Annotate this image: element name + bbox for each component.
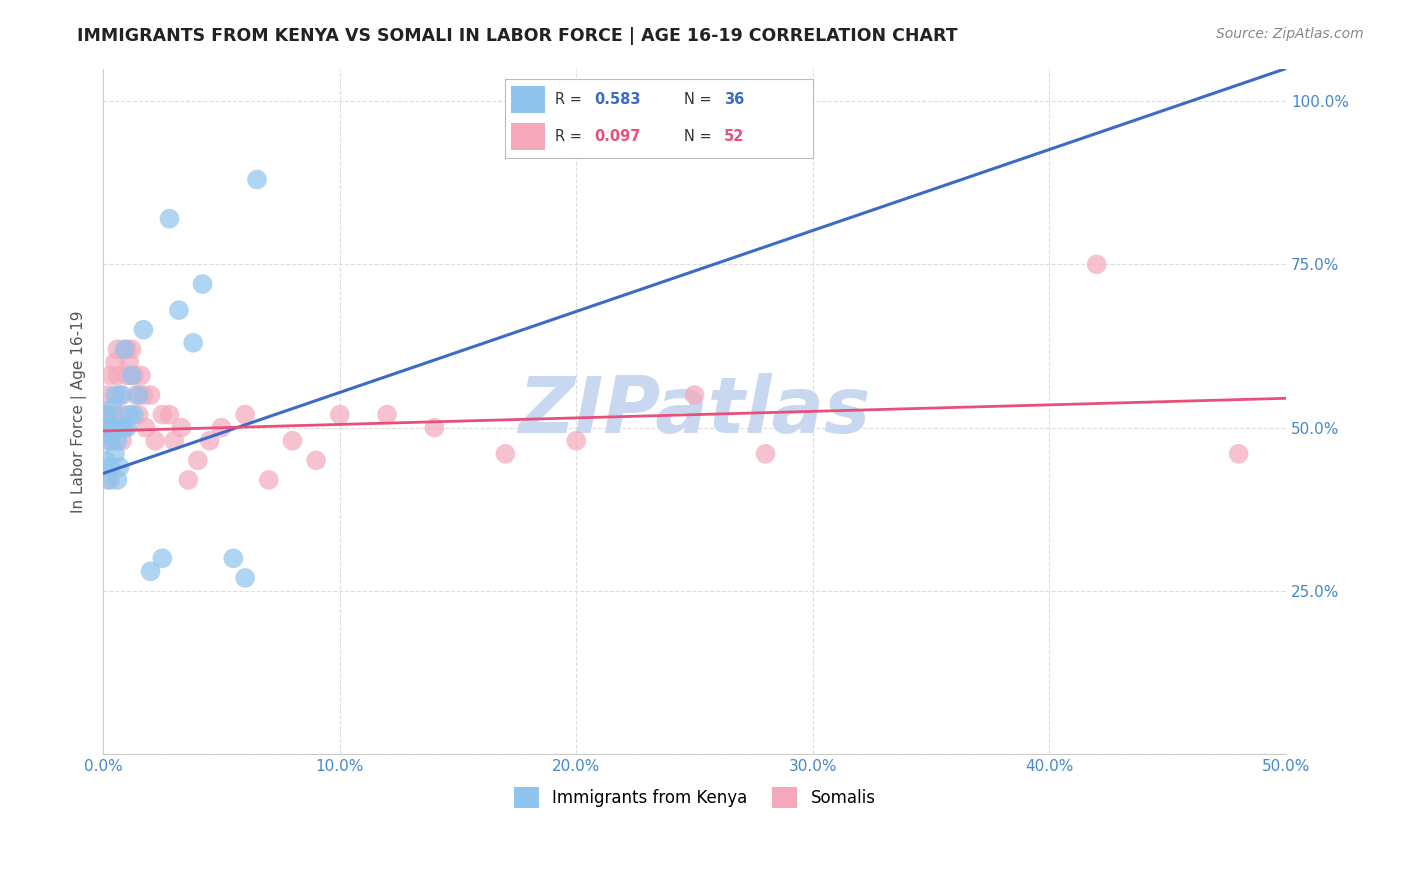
Point	[257, 473, 280, 487]
Point	[98, 420, 121, 434]
Point	[177, 473, 200, 487]
Point	[159, 211, 181, 226]
Point	[150, 551, 173, 566]
Point	[107, 473, 129, 487]
Point	[139, 388, 162, 402]
Point	[107, 420, 129, 434]
Point	[101, 420, 124, 434]
Point	[104, 388, 127, 402]
Point	[118, 408, 141, 422]
Point	[98, 473, 121, 487]
Point	[114, 343, 136, 357]
Point	[246, 172, 269, 186]
Point	[163, 434, 186, 448]
Y-axis label: In Labor Force | Age 16-19: In Labor Force | Age 16-19	[72, 310, 87, 513]
Point	[104, 408, 127, 422]
Point	[108, 420, 131, 434]
Point	[104, 447, 127, 461]
Point	[104, 355, 127, 369]
Point	[111, 408, 134, 422]
Point	[115, 420, 138, 434]
Point	[128, 408, 150, 422]
Point	[98, 368, 121, 383]
Point	[104, 420, 127, 434]
Point	[233, 571, 256, 585]
Point	[97, 420, 120, 434]
Point	[754, 447, 776, 461]
Point	[128, 388, 150, 402]
Point	[683, 388, 706, 402]
Point	[111, 420, 134, 434]
Point	[94, 408, 117, 422]
Point	[1227, 447, 1250, 461]
Point	[129, 368, 152, 383]
Point	[423, 420, 446, 434]
Point	[198, 434, 221, 448]
Point	[111, 434, 134, 448]
Point	[305, 453, 328, 467]
Point	[97, 388, 120, 402]
Point	[101, 434, 124, 448]
Point	[135, 420, 157, 434]
Point	[181, 335, 204, 350]
Point	[97, 473, 120, 487]
Point	[107, 343, 129, 357]
Point	[125, 388, 148, 402]
Point	[375, 408, 398, 422]
Text: ZIPatlas: ZIPatlas	[519, 374, 870, 450]
Point	[98, 459, 121, 474]
Point	[122, 408, 145, 422]
Point	[233, 408, 256, 422]
Point	[118, 355, 141, 369]
Point	[281, 434, 304, 448]
Point	[143, 434, 166, 448]
Point	[115, 368, 138, 383]
Point	[115, 343, 138, 357]
Point	[114, 420, 136, 434]
Point	[329, 408, 352, 422]
Point	[94, 453, 117, 467]
Text: Source: ZipAtlas.com: Source: ZipAtlas.com	[1216, 27, 1364, 41]
Point	[211, 420, 233, 434]
Point	[121, 343, 143, 357]
Point	[132, 323, 155, 337]
Point	[98, 434, 121, 448]
Point	[107, 368, 129, 383]
Point	[94, 420, 117, 434]
Point	[170, 420, 193, 434]
Point	[97, 420, 120, 434]
Point	[107, 434, 129, 448]
Point	[101, 401, 124, 416]
Legend: Immigrants from Kenya, Somalis: Immigrants from Kenya, Somalis	[508, 780, 882, 814]
Point	[187, 453, 209, 467]
Point	[159, 408, 181, 422]
Point	[494, 447, 516, 461]
Point	[121, 368, 143, 383]
Point	[98, 408, 121, 422]
Point	[97, 434, 120, 448]
Point	[108, 420, 131, 434]
Point	[1085, 257, 1108, 271]
Point	[111, 388, 134, 402]
Text: IMMIGRANTS FROM KENYA VS SOMALI IN LABOR FORCE | AGE 16-19 CORRELATION CHART: IMMIGRANTS FROM KENYA VS SOMALI IN LABOR…	[77, 27, 957, 45]
Point	[565, 434, 588, 448]
Point	[191, 277, 214, 291]
Point	[94, 427, 117, 442]
Point	[167, 303, 190, 318]
Point	[101, 420, 124, 434]
Point	[97, 408, 120, 422]
Point	[222, 551, 245, 566]
Point	[132, 388, 155, 402]
Point	[122, 368, 145, 383]
Point	[108, 388, 131, 402]
Point	[108, 459, 131, 474]
Point	[150, 408, 173, 422]
Point	[139, 565, 162, 579]
